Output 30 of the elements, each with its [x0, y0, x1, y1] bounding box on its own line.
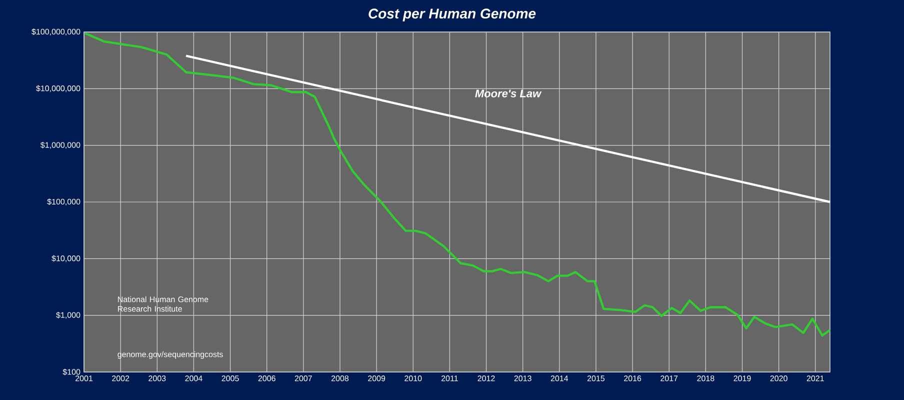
y-tick-label: $1,000,000 [40, 142, 80, 149]
x-tick-label: 2013 [514, 376, 532, 382]
x-tick-label: 2010 [404, 376, 422, 382]
x-tick-label: 2016 [624, 376, 642, 382]
x-tick-label: 2015 [587, 376, 605, 382]
x-tick-label: 2001 [76, 376, 93, 382]
x-tick-label: 2018 [697, 376, 714, 382]
x-tick-label: 2019 [734, 376, 751, 382]
x-tick-label: 2007 [294, 376, 312, 382]
x-tick-label: 2021 [806, 376, 824, 382]
y-tick-label: $10,000,000 [36, 85, 80, 92]
y-tick-label: $1,000 [56, 312, 80, 319]
x-tick-label: 2020 [770, 376, 788, 382]
x-tick-label: 2006 [258, 376, 276, 382]
x-tick-label: 2014 [550, 376, 568, 382]
x-tick-label: 2005 [222, 376, 239, 382]
x-tick-label: 2009 [368, 376, 386, 382]
x-tick-label: 2011 [442, 376, 458, 382]
line-series [84, 32, 832, 337]
x-tick-label: 2012 [478, 376, 495, 382]
y-tick-label: $100,000,000 [32, 28, 80, 36]
y-tick-label: $100,000 [47, 198, 80, 206]
x-tick-label: 2008 [331, 376, 349, 382]
x-tick-label: 2004 [185, 376, 202, 382]
x-tick-label: 2017 [660, 376, 678, 382]
y-tick-label: $100 [62, 368, 80, 376]
x-tick-label: 2003 [148, 376, 166, 382]
chart-title: Cost per Human Genome [368, 8, 536, 22]
x-tick-label: 2002 [112, 376, 130, 382]
y-tick-label: $10,000 [52, 255, 80, 262]
